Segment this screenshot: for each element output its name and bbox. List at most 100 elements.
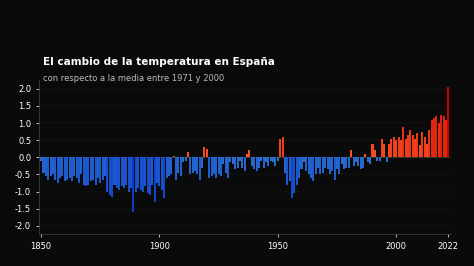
Bar [395, 140, 397, 157]
Bar [144, 157, 146, 186]
Bar [62, 157, 64, 176]
Bar [279, 139, 281, 157]
Bar [315, 157, 317, 174]
Bar [90, 157, 92, 181]
Bar [210, 157, 212, 176]
Bar [362, 157, 364, 168]
Bar [334, 157, 336, 180]
Bar [78, 157, 80, 183]
Bar [244, 157, 246, 171]
Bar [393, 137, 395, 157]
Bar [433, 118, 435, 157]
Bar [412, 135, 414, 157]
Bar [298, 157, 300, 178]
Bar [289, 157, 291, 181]
Bar [135, 157, 137, 192]
Bar [400, 140, 402, 157]
Bar [365, 154, 366, 157]
Bar [191, 157, 193, 173]
Bar [319, 157, 321, 174]
Bar [213, 157, 215, 174]
Bar [125, 157, 128, 185]
Bar [161, 157, 163, 190]
Bar [350, 151, 352, 157]
Bar [92, 157, 94, 180]
Bar [329, 157, 331, 174]
Bar [201, 157, 203, 168]
Bar [154, 157, 156, 202]
Bar [303, 157, 305, 163]
Bar [69, 157, 71, 178]
Bar [45, 157, 47, 176]
Bar [241, 157, 243, 168]
Bar [291, 157, 293, 198]
Bar [146, 157, 149, 193]
Bar [305, 157, 307, 171]
Bar [248, 151, 250, 157]
Bar [282, 137, 283, 157]
Bar [215, 157, 217, 178]
Bar [234, 157, 236, 169]
Bar [324, 157, 326, 168]
Bar [227, 157, 229, 178]
Bar [253, 157, 255, 169]
Bar [293, 157, 295, 193]
Text: El cambio de la temperatura en España: El cambio de la temperatura en España [43, 57, 275, 67]
Bar [106, 157, 109, 192]
Bar [405, 139, 407, 157]
Text: con respecto a la media entre 1971 y 2000: con respecto a la media entre 1971 y 200… [43, 74, 224, 83]
Bar [76, 157, 78, 178]
Bar [149, 157, 151, 195]
Bar [175, 157, 177, 180]
Bar [229, 157, 231, 163]
Bar [353, 157, 355, 166]
Bar [312, 157, 314, 181]
Bar [317, 157, 319, 168]
Bar [374, 151, 376, 157]
Bar [372, 144, 374, 157]
Bar [95, 157, 97, 185]
Bar [109, 157, 111, 195]
Bar [348, 157, 350, 168]
Bar [341, 157, 343, 164]
Bar [173, 156, 175, 157]
Bar [85, 157, 87, 186]
Bar [208, 157, 210, 178]
Bar [116, 157, 118, 188]
Bar [104, 157, 106, 176]
Bar [132, 157, 135, 212]
Bar [66, 157, 68, 180]
Bar [284, 157, 286, 173]
Bar [165, 157, 168, 178]
Bar [272, 157, 274, 163]
Bar [83, 157, 85, 185]
Bar [71, 157, 73, 181]
Bar [101, 157, 104, 180]
Bar [445, 120, 447, 157]
Bar [196, 157, 198, 174]
Bar [206, 149, 208, 157]
Bar [270, 157, 272, 161]
Bar [438, 123, 440, 157]
Bar [376, 157, 378, 161]
Bar [391, 139, 392, 157]
Bar [360, 157, 362, 169]
Bar [118, 157, 120, 190]
Bar [277, 157, 279, 161]
Bar [251, 157, 253, 166]
Bar [265, 157, 267, 163]
Bar [88, 157, 90, 185]
Bar [55, 157, 56, 180]
Bar [255, 157, 257, 171]
Bar [436, 116, 438, 157]
Bar [322, 157, 324, 173]
Bar [296, 157, 298, 185]
Bar [180, 157, 182, 176]
Bar [274, 157, 276, 166]
Bar [260, 157, 262, 161]
Bar [43, 157, 45, 173]
Bar [369, 157, 371, 164]
Bar [158, 157, 161, 186]
Bar [379, 157, 381, 161]
Bar [151, 157, 154, 185]
